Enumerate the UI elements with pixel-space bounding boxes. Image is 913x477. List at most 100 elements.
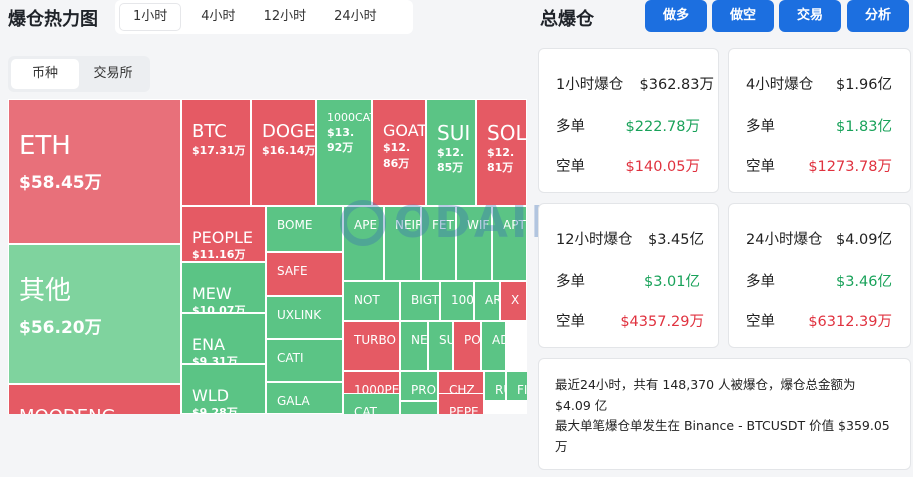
treemap-cell-mew[interactable]: MEW $10.07万 — [181, 262, 266, 313]
total-liquidation-panel: 总爆仓 做多 做空 交易 分析 1小时爆仓 $362.83万 多单 $222.78万… — [530, 0, 913, 477]
card-label: 12小时爆仓 — [556, 232, 633, 248]
treemap-cell-turbo[interactable]: TURBO — [343, 321, 400, 371]
treemap-cell-prom[interactable]: PROM — [400, 371, 438, 401]
treemap-cell-moodeng[interactable]: MOODENG — [8, 384, 181, 414]
treemap-cell-not[interactable]: NOT — [343, 281, 400, 321]
treemap-cell-sol[interactable]: SOL $12.81万 — [476, 99, 527, 206]
cell-symbol: FET — [432, 218, 454, 232]
tab-24h[interactable]: 24小时 — [334, 9, 377, 24]
treemap-cell-sui[interactable]: SUI $12.85万 — [426, 99, 476, 206]
treemap-cell-pepe[interactable]: PEPE — [438, 393, 484, 414]
cell-symbol: ENA — [192, 335, 226, 354]
cell-symbol: APE — [354, 218, 378, 232]
treemap-cell-ne[interactable]: NE — [400, 321, 428, 371]
cell-symbol: MEW — [192, 284, 232, 303]
cell-symbol: 1000 — [451, 293, 474, 307]
treemap-cell-po[interactable]: PO — [453, 321, 481, 371]
cell-symbol: TURBO — [354, 333, 396, 347]
treemap-cell-ad[interactable]: AD — [481, 321, 506, 371]
cell-value: $12.85万 — [437, 146, 465, 175]
long-label: 多单 — [746, 274, 775, 290]
treemap-cell-wld[interactable]: WLD $9.28万 — [181, 364, 266, 414]
short-value: $6312.39万 — [808, 314, 892, 330]
treemap-cell-1000[interactable]: 1000 — [440, 281, 474, 321]
treemap-cell-其他[interactable]: 其他 $56.20万 — [8, 244, 181, 384]
cell-value: $16.14万 — [262, 143, 316, 157]
treemap-cell-1000cat[interactable]: 1000CAT $13.92万 — [316, 99, 372, 206]
cell-value: $12.86万 — [383, 141, 411, 170]
tab-coin[interactable]: 币种 — [11, 59, 79, 89]
treemap-cell-ena[interactable]: ENA $9.31万 — [181, 313, 266, 364]
short-value: $4357.29万 — [620, 314, 704, 330]
treemap-cell-neiro[interactable]: NEIRO — [384, 206, 421, 281]
treemap-cell-people[interactable]: PEOPLE $11.16万 — [181, 206, 266, 262]
tab-1h[interactable]: 1小时 — [119, 3, 182, 31]
treemap-cell-btc[interactable]: BTC $17.31万 — [181, 99, 251, 206]
cell-symbol: 其他 — [19, 276, 72, 306]
treemap-cell-doge[interactable]: DOGE $16.14万 — [251, 99, 316, 206]
cell-symbol: MOODENG — [19, 406, 170, 414]
treemap-cell-apt[interactable]: APT — [492, 206, 527, 281]
cell-symbol: NEIRO — [395, 218, 420, 232]
treemap-cell-gala[interactable]: GALA — [266, 382, 343, 414]
treemap-cell-uxlink[interactable]: UXLINK — [266, 296, 343, 339]
treemap-cell-cati[interactable]: CATI — [266, 339, 343, 382]
short-button[interactable]: 做空 — [712, 0, 774, 32]
treemap-cell-arb[interactable]: ARB — [474, 281, 500, 321]
cell-value: $11.16万 — [192, 248, 246, 262]
time-range-tabs: 1小时 4小时 12小时 24小时 — [115, 0, 413, 34]
trade-button[interactable]: 交易 — [779, 0, 841, 32]
cell-symbol: WLD — [192, 386, 230, 405]
treemap-cell-ape[interactable]: APE — [343, 206, 384, 281]
treemap-cell-cat[interactable]: CAT — [343, 393, 400, 414]
cell-symbol: 1000PEPE — [354, 383, 400, 397]
short-value: $1273.78万 — [808, 159, 892, 175]
treemap-cell-1000pepe[interactable]: 1000PEPE — [343, 371, 400, 397]
treemap-cell-fi[interactable]: FI — [506, 371, 527, 401]
cell-symbol: CATI — [277, 351, 304, 365]
long-label: 多单 — [556, 274, 585, 290]
treemap-cell-ums[interactable]: UMS — [400, 401, 438, 414]
cell-symbol: PO — [464, 333, 481, 347]
liquidation-card-24h: 24小时爆仓 $4.09亿 多单 $3.46亿 空单 $6312.39万 — [728, 203, 911, 348]
treemap-cell-ru[interactable]: RU — [484, 371, 506, 401]
treemap-cell-su[interactable]: SU — [428, 321, 453, 371]
summary-line-2: 最大单笔爆仓单发生在 Binance - BTCUSDT 价值 $359.05万 — [555, 418, 890, 454]
cell-symbol: SOL — [487, 121, 527, 145]
total-liquidation-title: 总爆仓 — [540, 9, 594, 30]
treemap-cell-safe[interactable]: SAFE — [266, 252, 343, 296]
treemap-cell-fet[interactable]: FET — [421, 206, 456, 281]
cell-symbol: X — [511, 293, 520, 307]
card-label: 1小时爆仓 — [556, 77, 624, 93]
card-label: 4小时爆仓 — [746, 77, 814, 93]
long-label: 多单 — [746, 119, 775, 135]
long-button[interactable]: 做多 — [645, 0, 707, 32]
cell-symbol: PROM — [411, 383, 437, 397]
treemap-cell-bome[interactable]: BOME — [266, 206, 343, 252]
cell-symbol: SUI — [437, 121, 471, 145]
treemap-cell-x[interactable]: X — [500, 281, 527, 321]
short-value: $140.05万 — [625, 159, 700, 175]
heatmap-panel: 爆仓热力图 1小时 4小时 12小时 24小时 币种 交易所 ETH $58.45… — [8, 0, 586, 414]
cell-symbol: BOME — [277, 218, 313, 232]
tab-12h[interactable]: 12小时 — [263, 9, 307, 24]
cell-symbol: NOT — [354, 293, 380, 307]
treemap-cell-eth[interactable]: ETH $58.45万 — [8, 99, 181, 244]
tab-exchange[interactable]: 交易所 — [93, 66, 133, 81]
treemap-cell-goat[interactable]: GOAT $12.86万 — [372, 99, 426, 206]
short-label: 空单 — [746, 314, 775, 330]
cell-symbol: PEOPLE — [192, 228, 254, 247]
tab-4h[interactable]: 4小时 — [201, 9, 236, 24]
treemap-cell-wif[interactable]: WIF — [456, 206, 492, 281]
cell-symbol: ARB — [485, 293, 499, 307]
cell-symbol: NE — [411, 333, 428, 347]
liquidation-card-4h: 4小时爆仓 $1.96亿 多单 $1.83亿 空单 $1273.78万 — [728, 48, 911, 193]
cell-symbol: APT — [503, 218, 526, 232]
cell-value: $56.20万 — [19, 317, 102, 338]
treemap-cell-bigtime[interactable]: BIGTIME — [400, 281, 440, 321]
cell-symbol: GOAT — [383, 121, 426, 140]
analysis-button[interactable]: 分析 — [847, 0, 909, 32]
summary-line-1: 最近24小时，共有 148,370 人被爆仓，爆仓总金额为 $4.09 亿 — [555, 377, 856, 413]
long-label: 多单 — [556, 119, 585, 135]
